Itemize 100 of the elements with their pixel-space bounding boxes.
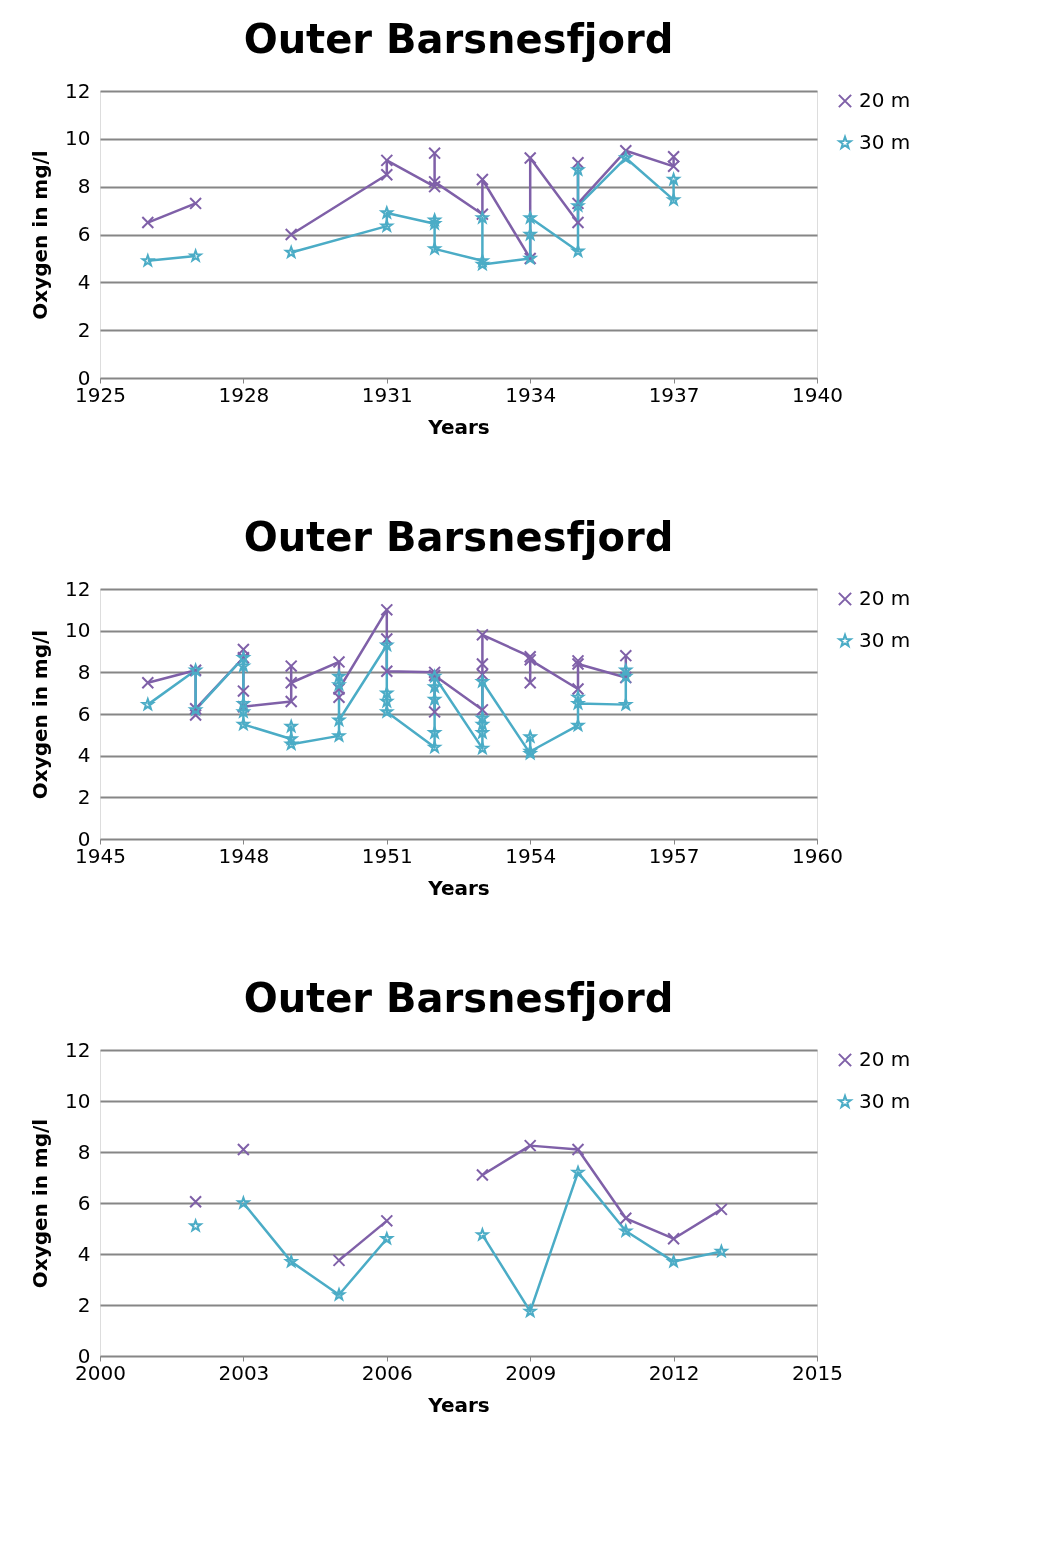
chart-title: Outer Barsnesfjord [243,16,674,62]
point [428,175,442,189]
y-tick-label: 8 [77,174,91,199]
point [571,163,585,176]
point [428,146,442,160]
y-tick-label: 2 [77,784,91,809]
point [571,244,585,257]
point [284,720,298,732]
point [619,663,633,676]
point [189,708,203,722]
point [141,676,155,690]
y-tick-label: 10 [65,618,91,643]
x-axis-title: Years [427,875,490,900]
y-tick-label: 12 [65,576,91,601]
legend-label: 20 m [859,88,911,112]
point [571,690,585,703]
x-tick-label: 2009 [505,1360,557,1385]
legend-label: 30 m [859,130,911,154]
y-tick-label: 6 [77,701,91,726]
y-tick-label: 6 [77,1190,91,1215]
point [571,216,585,230]
point [284,228,298,241]
y-tick-label: 6 [77,222,91,246]
point [380,638,394,651]
x-axis-title: Years [427,1392,490,1417]
point [714,1202,728,1216]
point [284,659,298,673]
point [571,1142,585,1156]
point [667,1232,681,1246]
point [571,156,585,170]
point [141,698,155,711]
point [284,676,298,690]
x-tick-label: 1948 [218,843,270,868]
point [523,730,537,743]
y-axis-title: Oxygen in mg/l [28,1118,53,1289]
chart-title: Outer Barsnesfjord [243,514,674,560]
point [619,144,633,158]
point [475,207,489,221]
point [571,697,585,710]
y-tick-label: 4 [77,269,91,294]
x-axis-title: Years [427,414,490,439]
point [332,729,346,742]
point [380,705,394,718]
point [571,682,585,696]
legend-label: 30 m [859,628,911,652]
point [284,737,298,750]
y-tick-label: 12 [65,78,91,103]
y-tick-label: 10 [65,126,91,151]
legend-label: 20 m [859,1047,911,1071]
point [475,1168,489,1182]
point [380,219,394,232]
x-tick-label: 2015 [792,1360,843,1385]
point [189,1195,203,1209]
legend-label: 30 m [859,1089,911,1113]
point [428,180,442,194]
point [332,655,346,669]
y-tick-label: 10 [65,1088,91,1113]
x-tick-label: 1937 [648,382,700,407]
point [619,649,633,663]
point [475,173,489,186]
x-tick-label: 2012 [648,1360,700,1385]
x-tick-label: 1931 [361,382,413,407]
y-axis-title: Oxygen in mg/l [28,629,53,800]
y-tick-label: 2 [77,1292,91,1317]
point [380,206,394,219]
point [380,664,394,678]
point [619,698,633,711]
x-tick-label: 2006 [361,1360,413,1385]
y-tick-label: 8 [77,1139,91,1164]
point [523,228,537,240]
point [618,1222,634,1238]
point [332,670,346,682]
point [141,254,155,267]
x-tick-label: 2003 [218,1360,270,1385]
point [571,1165,585,1178]
point [380,695,394,707]
point [523,676,537,690]
point [380,632,394,646]
point [428,705,442,719]
point [380,603,394,617]
point [332,713,346,726]
point [619,151,633,164]
x-tick-label: 1954 [505,843,557,868]
point [571,718,585,731]
point [236,684,250,698]
point [284,245,298,258]
x-tick-label: 1957 [648,843,700,868]
x-tick-label: 1928 [218,382,270,407]
point [380,686,394,699]
y-tick-label: 4 [77,743,91,768]
chart-title: Outer Barsnesfjord [243,975,674,1021]
legend-label: 20 m [859,586,911,610]
x-tick-label: 1940 [792,382,843,407]
point [475,628,489,642]
point [284,695,298,708]
y-tick-label: 2 [77,317,91,342]
point [475,703,489,717]
y-tick-label: 4 [77,1241,91,1266]
y-tick-label: 8 [77,659,91,684]
point [619,1211,633,1225]
